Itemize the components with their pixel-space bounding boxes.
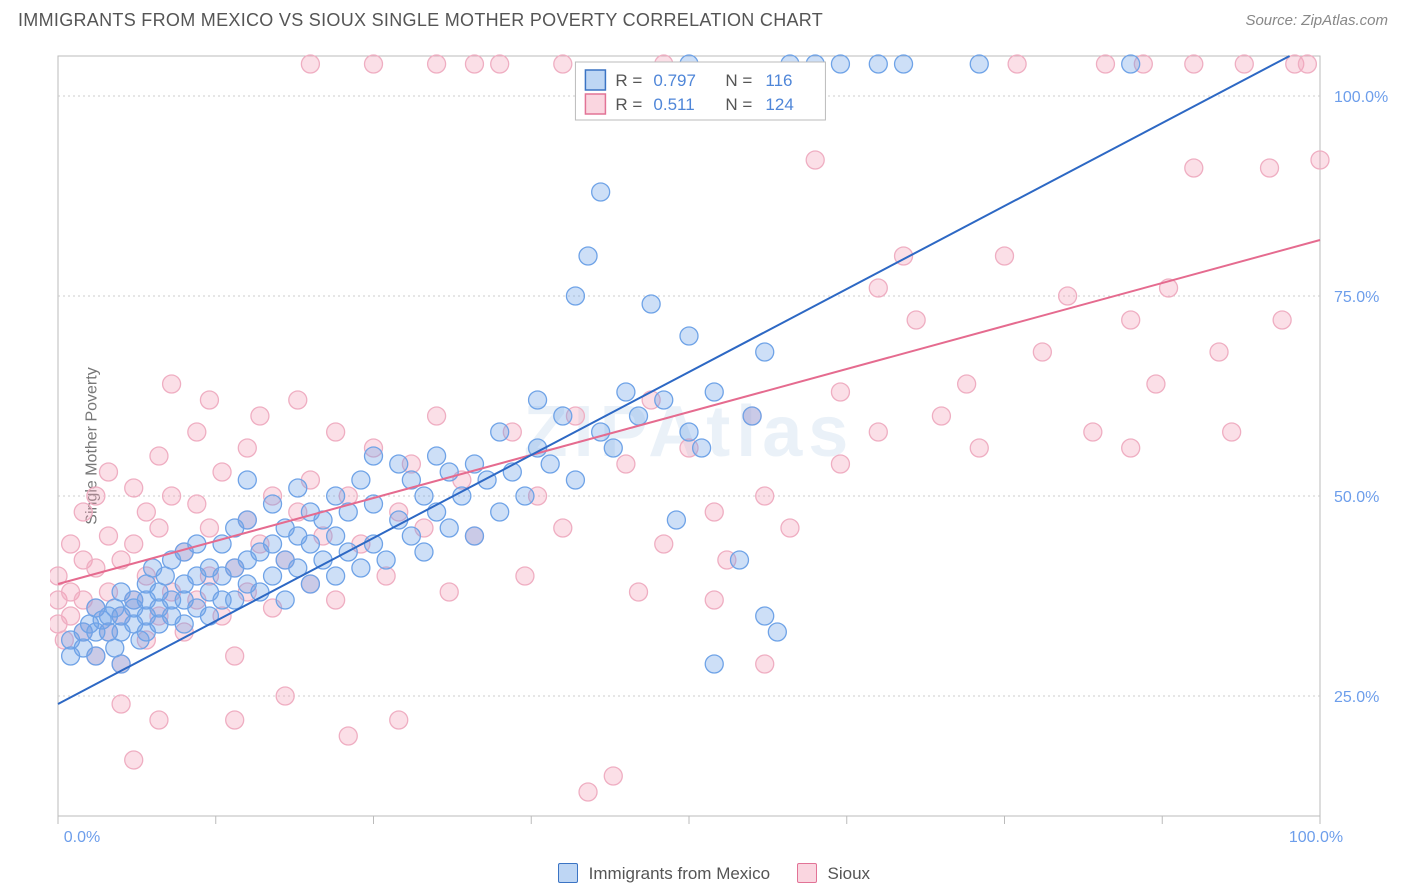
legend-label-sioux: Sioux xyxy=(828,864,871,883)
svg-text:100.0%: 100.0% xyxy=(1289,829,1343,842)
scatter-chart: 25.0%50.0%75.0%100.0%0.0%100.0%ZIPAtlasR… xyxy=(50,46,1388,842)
chart-title: IMMIGRANTS FROM MEXICO VS SIOUX SINGLE M… xyxy=(18,10,823,31)
legend-swatch-sioux xyxy=(797,863,817,883)
svg-text:0.511: 0.511 xyxy=(653,95,694,114)
svg-text:R =: R = xyxy=(615,95,642,114)
svg-text:100.0%: 100.0% xyxy=(1334,89,1388,106)
bottom-legend: Immigrants from Mexico Sioux xyxy=(0,863,1406,884)
svg-text:R =: R = xyxy=(615,71,642,90)
svg-text:0.797: 0.797 xyxy=(653,71,696,90)
svg-text:0.0%: 0.0% xyxy=(64,829,100,842)
svg-text:N =: N = xyxy=(725,95,752,114)
svg-text:50.0%: 50.0% xyxy=(1334,489,1379,506)
svg-text:116: 116 xyxy=(765,71,792,90)
svg-text:N =: N = xyxy=(725,71,752,90)
legend-label-mexico: Immigrants from Mexico xyxy=(589,864,770,883)
svg-text:75.0%: 75.0% xyxy=(1334,289,1379,306)
svg-text:25.0%: 25.0% xyxy=(1334,689,1379,706)
chart-header: IMMIGRANTS FROM MEXICO VS SIOUX SINGLE M… xyxy=(0,0,1406,37)
source-attribution: Source: ZipAtlas.com xyxy=(1245,12,1388,29)
chart-area: 25.0%50.0%75.0%100.0%0.0%100.0%ZIPAtlasR… xyxy=(50,46,1388,842)
svg-text:124: 124 xyxy=(765,95,793,114)
legend-swatch-mexico xyxy=(558,863,578,883)
